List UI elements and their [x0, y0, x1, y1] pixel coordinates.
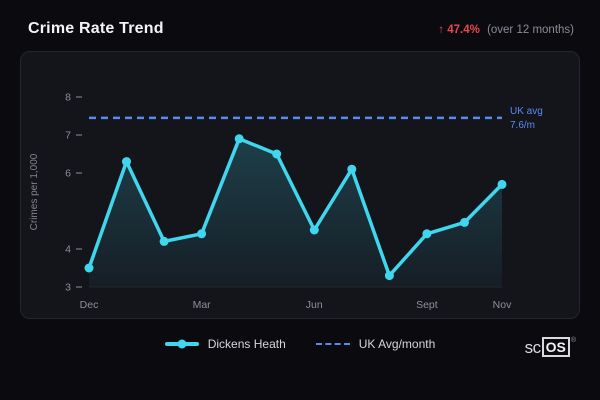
scos-logo: sc OS ®: [525, 337, 576, 357]
svg-text:7: 7: [65, 130, 71, 142]
logo-prefix: sc: [524, 338, 542, 357]
svg-text:8: 8: [65, 92, 71, 104]
legend-label: Dickens Heath: [207, 337, 286, 351]
dashed-line-swatch-icon: [315, 343, 350, 345]
crime-dashboard: Crime Rate Trend ↑ 47.4% (over 12 months…: [0, 0, 600, 377]
svg-text:6: 6: [65, 168, 71, 180]
svg-text:7.6/m: 7.6/m: [510, 120, 535, 131]
legend-item-uk-avg[interactable]: UK Avg/month: [315, 337, 436, 351]
svg-text:4: 4: [65, 244, 71, 256]
svg-text:Sept: Sept: [416, 299, 438, 311]
up-arrow-icon: ↑: [438, 24, 445, 36]
chart-footer: Dickens Heath UK Avg/month sc OS ®: [0, 337, 600, 377]
svg-text:Nov: Nov: [493, 299, 512, 311]
page-title: Crime Rate Trend: [28, 20, 164, 37]
svg-text:Crimes per 1,000: Crimes per 1,000: [29, 153, 40, 230]
legend-label: UK Avg/month: [358, 337, 436, 351]
svg-text:3: 3: [65, 282, 71, 294]
legend-item-dickens-heath[interactable]: Dickens Heath: [164, 337, 286, 351]
delta-caption: (over 12 months): [487, 24, 574, 36]
logo-box: OS: [541, 337, 570, 357]
chart-legend: Dickens Heath UK Avg/month: [0, 337, 600, 351]
delta-stat: ↑ 47.4% (over 12 months): [438, 24, 574, 36]
line-swatch-icon: [164, 339, 199, 349]
svg-text:Dec: Dec: [80, 299, 99, 311]
registered-mark-icon: ®: [570, 337, 576, 344]
svg-text:UK avg: UK avg: [510, 106, 543, 117]
chart-card: UK avg 7.6/m 8 7 6 4 3 Dec Mar Jun Sept Nov Crimes p…: [20, 51, 580, 319]
dot-icon: [177, 339, 187, 349]
header: Crime Rate Trend ↑ 47.4% (over 12 months…: [0, 0, 600, 51]
delta-value: 47.4%: [447, 24, 480, 36]
svg-text:Mar: Mar: [193, 299, 212, 311]
svg-text:Jun: Jun: [306, 299, 323, 311]
crime-trend-chart[interactable]: UK avg 7.6/m 8 7 6 4 3 Dec Mar Jun Sept Nov Crimes p…: [21, 52, 579, 318]
